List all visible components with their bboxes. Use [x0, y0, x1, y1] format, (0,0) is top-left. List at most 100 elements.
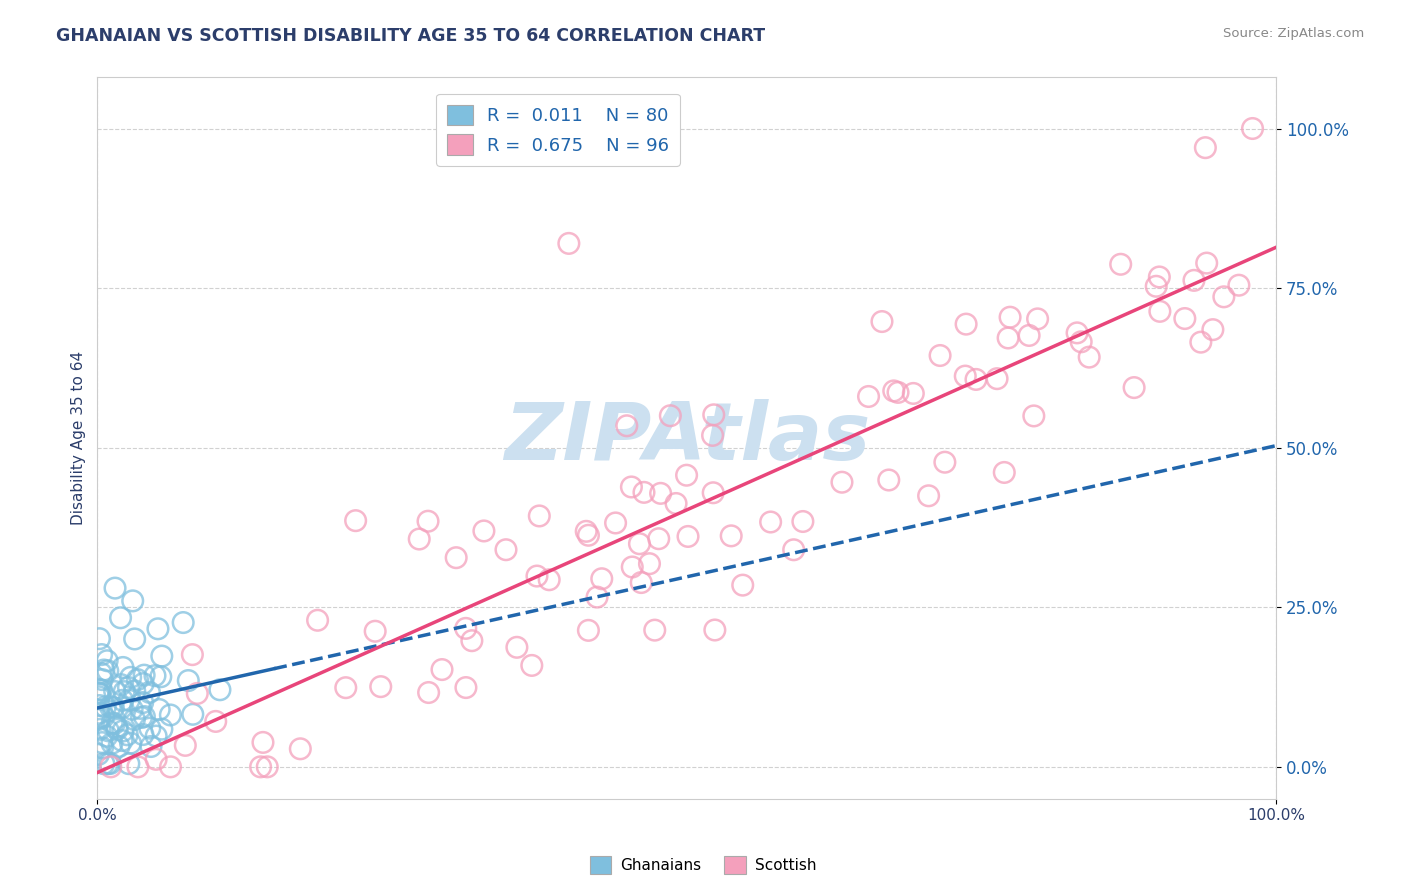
Point: [105, 723, 128, 737]
Point: [94, 700, 117, 714]
Point: [110, 611, 132, 625]
Point: [578, 528, 600, 542]
Point: [644, 623, 666, 637]
Point: [418, 685, 440, 699]
Point: [159, 760, 181, 774]
Point: [111, 693, 134, 707]
Point: [1078, 350, 1101, 364]
Point: [89, 698, 111, 713]
Point: [929, 349, 952, 363]
Legend: R =  0.011    N = 80, R =  0.675    N = 96: R = 0.011 N = 80, R = 0.675 N = 96: [436, 94, 681, 166]
Point: [731, 578, 754, 592]
Point: [1123, 381, 1146, 395]
Point: [146, 622, 169, 636]
Point: [344, 514, 367, 528]
Point: [249, 760, 271, 774]
Point: [702, 428, 724, 442]
Point: [591, 572, 613, 586]
Point: [181, 648, 204, 662]
Point: [143, 668, 166, 682]
Point: [104, 684, 127, 698]
Point: [112, 684, 135, 698]
Point: [208, 682, 231, 697]
Point: [139, 739, 162, 754]
Point: [290, 741, 312, 756]
Point: [134, 668, 156, 682]
Point: [1194, 141, 1216, 155]
Point: [648, 532, 671, 546]
Point: [759, 515, 782, 529]
Text: ZIPAtlas: ZIPAtlas: [503, 399, 870, 477]
Point: [461, 633, 484, 648]
Point: [1066, 326, 1088, 340]
Point: [93, 710, 115, 724]
Point: [186, 686, 208, 700]
Point: [665, 496, 688, 510]
Point: [111, 660, 134, 674]
Point: [575, 524, 598, 539]
Point: [132, 676, 155, 690]
Point: [659, 409, 682, 423]
Point: [676, 529, 699, 543]
Point: [150, 649, 173, 664]
Point: [98, 756, 121, 771]
Point: [720, 529, 742, 543]
Point: [89, 686, 111, 700]
Point: [117, 728, 139, 742]
Point: [90, 648, 112, 662]
Point: [108, 739, 131, 754]
Point: [172, 615, 194, 630]
Point: [621, 560, 644, 574]
Point: [1018, 328, 1040, 343]
Point: [96, 654, 118, 668]
Point: [103, 700, 125, 714]
Point: [90, 682, 112, 697]
Point: [124, 684, 146, 698]
Point: [703, 623, 725, 637]
Point: [416, 514, 439, 528]
Point: [1109, 257, 1132, 271]
Point: [89, 711, 111, 725]
Point: [1149, 304, 1171, 318]
Point: [1182, 273, 1205, 287]
Point: [139, 721, 162, 735]
Point: [105, 720, 128, 734]
Point: [633, 485, 655, 500]
Point: [993, 466, 1015, 480]
Point: [454, 681, 477, 695]
Point: [124, 713, 146, 727]
Point: [877, 473, 900, 487]
Point: [934, 455, 956, 469]
Point: [127, 760, 149, 774]
Point: [127, 673, 149, 687]
Point: [558, 236, 581, 251]
Point: [986, 372, 1008, 386]
Point: [630, 575, 652, 590]
Point: [111, 700, 134, 714]
Point: [1195, 256, 1218, 270]
Point: [628, 537, 651, 551]
Point: [702, 485, 724, 500]
Point: [506, 640, 529, 655]
Point: [101, 716, 124, 731]
Point: [998, 310, 1021, 325]
Point: [1227, 278, 1250, 293]
Point: [783, 542, 806, 557]
Point: [120, 670, 142, 684]
Point: [91, 741, 114, 756]
Point: [87, 713, 110, 727]
Point: [93, 756, 115, 771]
Point: [103, 716, 125, 731]
Point: [650, 486, 672, 500]
Point: [1144, 279, 1167, 293]
Point: [90, 666, 112, 681]
Point: [132, 727, 155, 741]
Point: [307, 613, 329, 627]
Point: [121, 702, 143, 716]
Point: [129, 701, 152, 715]
Point: [955, 317, 977, 331]
Point: [858, 389, 880, 403]
Point: [89, 723, 111, 737]
Point: [364, 624, 387, 639]
Point: [1026, 312, 1049, 326]
